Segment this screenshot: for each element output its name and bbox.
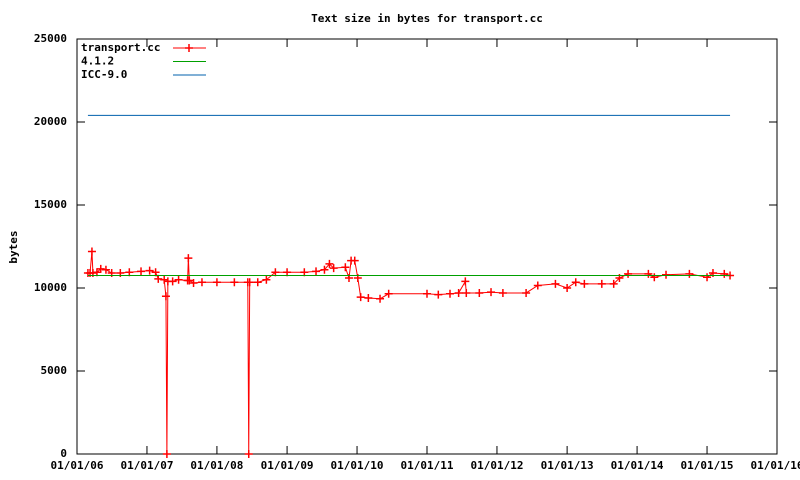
- x-tick-label: 01/01/16: [751, 459, 800, 472]
- x-tick-label: 01/01/10: [331, 459, 384, 472]
- point-marker: [434, 290, 443, 299]
- point-marker: [533, 281, 542, 290]
- point-marker: [160, 275, 169, 284]
- legend-label: transport.cc: [81, 41, 160, 54]
- point-marker: [720, 269, 729, 278]
- y-tick-label: 20000: [34, 115, 67, 128]
- x-tick-label: 01/01/06: [51, 459, 104, 472]
- y-tick-label: 25000: [34, 32, 67, 45]
- point-marker: [312, 267, 321, 276]
- point-marker: [101, 265, 110, 274]
- point-marker: [96, 264, 105, 273]
- point-marker: [151, 268, 160, 277]
- series-line: [87, 251, 731, 455]
- x-tick-label: 01/01/11: [401, 459, 454, 472]
- y-tick-label: 5000: [41, 364, 68, 377]
- point-marker: [283, 268, 292, 277]
- point-marker: [376, 294, 385, 303]
- point-marker: [462, 288, 471, 297]
- point-marker: [571, 278, 580, 287]
- chart-title: Text size in bytes for transport.cc: [311, 12, 543, 25]
- point-marker: [244, 450, 253, 458]
- point-marker: [685, 269, 694, 278]
- point-marker: [461, 277, 470, 286]
- point-marker: [551, 279, 560, 288]
- point-marker: [300, 268, 309, 277]
- point-marker: [245, 278, 254, 287]
- point-marker: [168, 277, 177, 286]
- point-marker: [145, 266, 154, 275]
- point-marker: [650, 273, 659, 282]
- point-marker: [137, 267, 146, 276]
- point-marker: [184, 254, 193, 263]
- point-marker: [230, 278, 239, 287]
- point-marker: [662, 270, 671, 279]
- legend-label: 4.1.2: [81, 55, 114, 68]
- point-marker: [253, 278, 262, 287]
- point-marker: [161, 292, 170, 301]
- point-marker: [329, 264, 338, 273]
- point-marker: [189, 279, 198, 288]
- point-marker: [320, 265, 329, 274]
- point-marker: [87, 247, 96, 256]
- point-marker: [174, 275, 183, 284]
- point-marker: [356, 293, 365, 302]
- point-marker: [522, 288, 531, 297]
- y-tick-label: 10000: [34, 281, 67, 294]
- point-marker: [609, 279, 618, 288]
- point-marker: [423, 289, 431, 298]
- point-marker: [271, 268, 280, 277]
- point-marker: [325, 259, 334, 268]
- point-marker: [475, 288, 484, 297]
- x-tick-label: 01/01/15: [681, 459, 734, 472]
- x-tick-label: 01/01/12: [470, 459, 523, 472]
- point-marker: [563, 284, 572, 292]
- x-tick-label: 01/01/14: [611, 459, 664, 472]
- point-marker: [154, 274, 163, 283]
- point-marker: [197, 278, 206, 287]
- x-tick-label: 01/01/07: [120, 459, 173, 472]
- point-marker: [624, 269, 633, 278]
- point-marker: [350, 256, 359, 265]
- point-marker: [212, 278, 221, 287]
- point-marker: [703, 273, 712, 282]
- x-tick-label: 01/01/13: [541, 459, 594, 472]
- point-marker: [341, 263, 350, 272]
- y-tick-label: 15000: [34, 198, 67, 211]
- point-marker: [125, 268, 134, 277]
- plot-frame: [76, 38, 778, 455]
- point-marker: [454, 288, 463, 297]
- point-marker: [162, 450, 171, 458]
- point-marker: [498, 288, 507, 297]
- point-marker: [446, 289, 455, 298]
- point-marker: [384, 289, 393, 298]
- point-marker: [262, 275, 271, 284]
- legend-marker: [185, 44, 193, 52]
- point-marker: [487, 288, 496, 297]
- point-marker: [185, 276, 194, 285]
- y-tick-label: 0: [60, 447, 67, 460]
- point-marker: [597, 279, 606, 288]
- x-tick-label: 01/01/09: [261, 459, 314, 472]
- legend-label: ICC-9.0: [81, 68, 127, 81]
- point-marker: [364, 293, 373, 302]
- x-tick-label: 01/01/08: [190, 459, 243, 472]
- point-marker: [580, 279, 589, 288]
- point-marker: [644, 269, 653, 278]
- y-axis-label: bytes: [7, 230, 20, 263]
